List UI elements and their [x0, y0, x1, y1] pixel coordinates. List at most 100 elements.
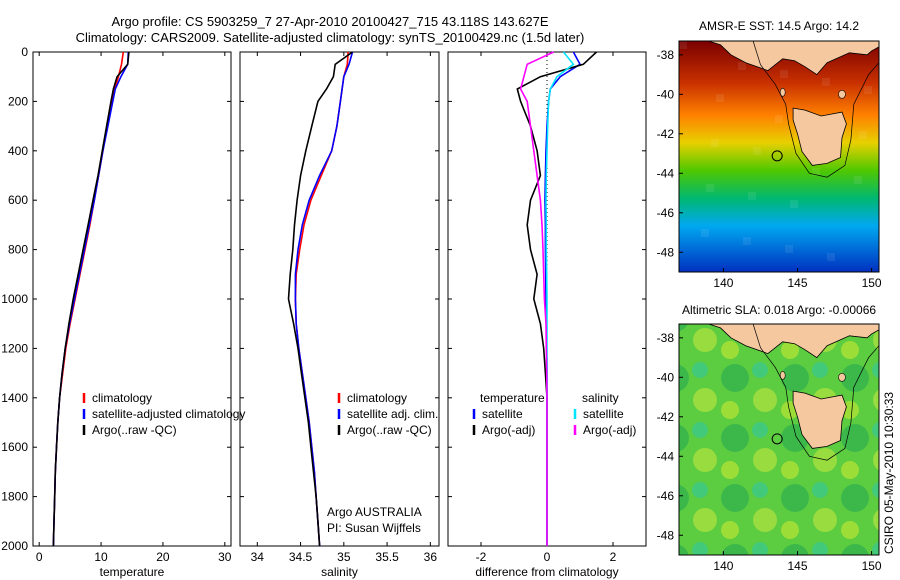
y-tick-label: -42 — [657, 410, 675, 424]
legend-group-title: salinity — [582, 391, 619, 405]
flinders-island — [838, 90, 846, 99]
x-tick-label: 0 — [544, 550, 551, 564]
map-title: Altimetric SLA: 0.018 Argo: -0.00066 — [682, 303, 876, 317]
legend-item: climatology — [347, 391, 407, 405]
map-panel-2: Altimetric SLA: 0.018 Argo: -0.00066 140 1… — [657, 303, 882, 573]
chart-title-line1: Argo profile: CS 5903259_7 27-Apr-2010 2… — [111, 14, 549, 29]
y-tick-label: 0 — [21, 45, 28, 59]
x-tick-label: 34.5 — [289, 550, 313, 564]
legend-item: satellite-adjusted climatology — [92, 407, 245, 421]
legend-item: Argo(..raw -QC) — [92, 423, 177, 437]
king-island — [779, 371, 786, 380]
y-tick-label: 600 — [8, 193, 28, 207]
plot-frame — [32, 51, 232, 547]
x-tick-label: 35 — [337, 550, 351, 564]
map-pixel-texture — [780, 70, 788, 78]
map-pixel-texture — [706, 184, 714, 192]
y-tick-label: 1800 — [1, 490, 28, 504]
map-pixel-texture — [679, 41, 687, 49]
y-tick-label: -44 — [657, 166, 675, 180]
king-island — [779, 88, 786, 97]
x-axis-label: difference from climatology — [475, 565, 618, 579]
legend-item: Argo(-adj) — [583, 423, 636, 437]
legend-item: satellite — [583, 407, 624, 421]
map-pixel-texture — [775, 115, 783, 123]
map-pixel-texture — [701, 229, 709, 237]
legend-group-title: temperature — [480, 391, 545, 405]
x-tick-label: 20 — [156, 550, 170, 564]
y-tick-label: 1600 — [1, 440, 28, 454]
legend-item: climatology — [92, 391, 152, 405]
tasmania — [792, 390, 847, 449]
y-tick-label: 1000 — [1, 292, 28, 306]
map-pixel-texture — [716, 94, 724, 102]
credit-timestamp: CSIRO 05-May-2010 10:30:33 — [882, 391, 896, 554]
legend-item: Argo(..raw -QC) — [347, 423, 432, 437]
y-tick-label: -46 — [657, 489, 675, 503]
y-tick-label: -40 — [657, 87, 675, 101]
series-line-4 — [519, 51, 554, 546]
x-tick-label: 34 — [251, 550, 265, 564]
map-pixel-texture — [785, 245, 793, 253]
flinders-island — [838, 373, 846, 382]
x-axis-label: temperature — [100, 565, 165, 579]
y-tick-label: -38 — [657, 331, 675, 345]
shelf-contour — [752, 40, 880, 178]
y-tick-label: -48 — [657, 528, 675, 542]
x-tick-label: 145 — [788, 276, 808, 290]
y-tick-label: 800 — [8, 243, 28, 257]
x-tick-label: 36 — [424, 550, 438, 564]
map-title: AMSR-E SST: 14.5 Argo: 14.2 — [699, 19, 859, 33]
legend-item: satellite adj. clim. — [347, 407, 438, 421]
x-tick-label: 140 — [713, 276, 733, 290]
x-tick-label: 35.5 — [375, 550, 399, 564]
map-pixel-texture — [859, 131, 867, 139]
annotation-text: Argo AUSTRALIA — [327, 505, 422, 519]
tasmania — [792, 107, 847, 166]
map-pixel-texture — [743, 237, 751, 245]
y-tick-label: -38 — [657, 48, 675, 62]
x-tick-label: 0 — [36, 550, 43, 564]
y-tick-label: 400 — [8, 144, 28, 158]
map-frame — [678, 323, 880, 556]
mainland-australia — [679, 323, 880, 359]
map-field — [679, 324, 879, 555]
profile-panel-2: 34 34.5 35 35.5 36 salinity — [239, 51, 440, 579]
map-pixel-texture — [753, 147, 761, 155]
series-line-2 — [294, 51, 354, 547]
y-tick-label: -44 — [657, 449, 675, 463]
profile-panel-1: 0 10 20 30 0 200 400 600 800 1000 1200 1400 1600 1800… — [1, 45, 232, 579]
map-pixel-texture — [854, 176, 862, 184]
x-tick-label: 2 — [610, 550, 617, 564]
map-field — [679, 41, 879, 272]
x-axis-label: salinity — [321, 565, 358, 579]
y-tick-label: 1400 — [1, 391, 28, 405]
annotation-text: PI: Susan Wijffels — [327, 521, 421, 535]
map-pixel-texture — [864, 86, 872, 94]
y-tick-label: -48 — [657, 245, 675, 259]
map-frame — [678, 40, 880, 273]
y-tick-label: 1200 — [1, 341, 28, 355]
map-pixel-texture — [711, 139, 719, 147]
map-panel-1: AMSR-E SST: 14.5 Argo: 14.2 140 145 150 -38 -… — [657, 19, 882, 290]
x-tick-label: 10 — [94, 550, 108, 564]
map-pixel-texture — [790, 200, 798, 208]
legend-item: satellite — [482, 407, 523, 421]
x-tick-label: 150 — [862, 276, 882, 290]
y-tick-label: -46 — [657, 206, 675, 220]
mainland-australia — [679, 40, 880, 76]
legend-item: Argo(-adj) — [482, 423, 535, 437]
y-tick-label: 2000 — [1, 539, 28, 553]
map-pixel-texture — [812, 168, 820, 176]
x-tick-label: -2 — [476, 550, 487, 564]
y-tick-label: -40 — [657, 370, 675, 384]
map-pixel-texture — [827, 253, 835, 261]
y-tick-label: -42 — [657, 127, 675, 141]
series-line-3 — [287, 51, 353, 547]
map-pixel-texture — [748, 192, 756, 200]
x-tick-label: 145 — [788, 559, 808, 573]
x-tick-label: 140 — [713, 559, 733, 573]
argo-position-marker — [771, 150, 783, 162]
map-pixel-texture — [822, 78, 830, 86]
